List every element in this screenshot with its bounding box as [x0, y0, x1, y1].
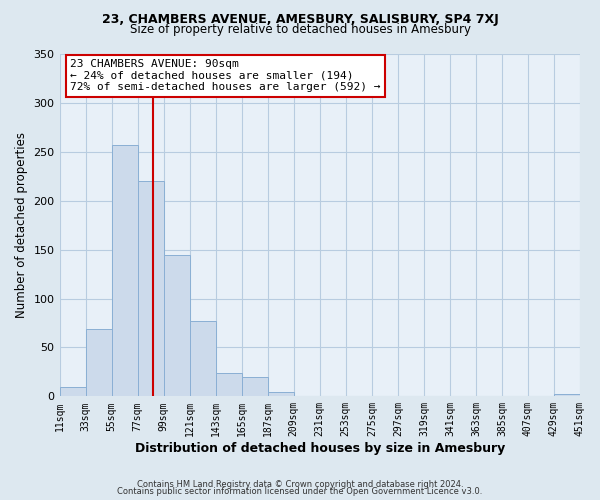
Text: Size of property relative to detached houses in Amesbury: Size of property relative to detached ho…: [130, 22, 470, 36]
Y-axis label: Number of detached properties: Number of detached properties: [15, 132, 28, 318]
Bar: [86, 329, 112, 396]
Bar: [112, 145, 137, 397]
Bar: [242, 377, 268, 396]
Text: 23 CHAMBERS AVENUE: 90sqm
← 24% of detached houses are smaller (194)
72% of semi: 23 CHAMBERS AVENUE: 90sqm ← 24% of detac…: [70, 59, 380, 92]
Bar: [215, 373, 242, 396]
X-axis label: Distribution of detached houses by size in Amesbury: Distribution of detached houses by size …: [134, 442, 505, 455]
Bar: [59, 386, 86, 396]
Text: 23, CHAMBERS AVENUE, AMESBURY, SALISBURY, SP4 7XJ: 23, CHAMBERS AVENUE, AMESBURY, SALISBURY…: [101, 12, 499, 26]
Bar: [164, 256, 190, 396]
Bar: [137, 181, 164, 396]
Bar: [268, 392, 294, 396]
Bar: [554, 394, 580, 396]
Text: Contains public sector information licensed under the Open Government Licence v3: Contains public sector information licen…: [118, 488, 482, 496]
Text: Contains HM Land Registry data © Crown copyright and database right 2024.: Contains HM Land Registry data © Crown c…: [137, 480, 463, 489]
Bar: [190, 321, 215, 396]
